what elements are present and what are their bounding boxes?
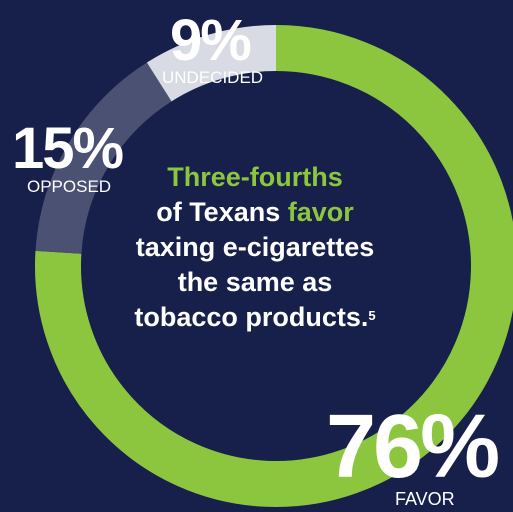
headline-line-5-text: tobacco products. [134,302,369,332]
slice-undecided [146,25,277,102]
headline-favor-word: favor [287,197,354,227]
opposed-label: OPPOSED [27,177,112,196]
favor-label: FAVOR [395,489,455,509]
headline-line-5: tobacco products.5 [110,300,400,335]
headline-line-2-start: of Texans [156,197,288,227]
footnote-marker: 5 [368,308,376,323]
favor-percent: 76% [326,397,500,497]
slice-opposed [35,62,172,255]
undecided-percent: 9% [170,8,252,73]
slice-favor [35,25,513,507]
headline-line-3: taxing e-cigarettes [135,232,375,262]
headline-text: Three-fourths of Texans favor taxing e-c… [110,160,400,335]
headline-line-2: of Texans favor [110,195,400,230]
headline-line-4: the same as [177,267,333,297]
undecided-label: UNDECIDED [162,68,264,87]
opposed-percent: 15% [12,116,124,181]
headline-line-1: Three-fourths [167,162,343,192]
